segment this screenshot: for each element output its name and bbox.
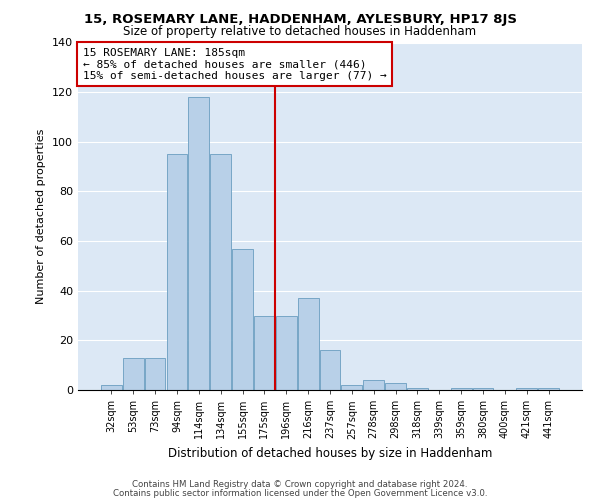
Bar [385, 382, 406, 390]
Text: 15, ROSEMARY LANE, HADDENHAM, AYLESBURY, HP17 8JS: 15, ROSEMARY LANE, HADDENHAM, AYLESBURY,… [83, 12, 517, 26]
Bar [188, 97, 209, 390]
Text: 15 ROSEMARY LANE: 185sqm
← 85% of detached houses are smaller (446)
15% of semi-: 15 ROSEMARY LANE: 185sqm ← 85% of detach… [83, 48, 387, 81]
Text: Size of property relative to detached houses in Haddenham: Size of property relative to detached ho… [124, 25, 476, 38]
Bar [364, 380, 384, 390]
Bar [232, 248, 253, 390]
Bar [473, 388, 493, 390]
Y-axis label: Number of detached properties: Number of detached properties [37, 128, 46, 304]
Bar [145, 358, 166, 390]
Bar [101, 385, 122, 390]
Bar [451, 388, 472, 390]
Bar [276, 316, 296, 390]
X-axis label: Distribution of detached houses by size in Haddenham: Distribution of detached houses by size … [168, 447, 492, 460]
Bar [210, 154, 231, 390]
Text: Contains public sector information licensed under the Open Government Licence v3: Contains public sector information licen… [113, 488, 487, 498]
Bar [123, 358, 143, 390]
Bar [320, 350, 340, 390]
Bar [167, 154, 187, 390]
Bar [254, 316, 275, 390]
Bar [341, 385, 362, 390]
Bar [538, 388, 559, 390]
Bar [407, 388, 428, 390]
Text: Contains HM Land Registry data © Crown copyright and database right 2024.: Contains HM Land Registry data © Crown c… [132, 480, 468, 489]
Bar [298, 298, 319, 390]
Bar [517, 388, 537, 390]
